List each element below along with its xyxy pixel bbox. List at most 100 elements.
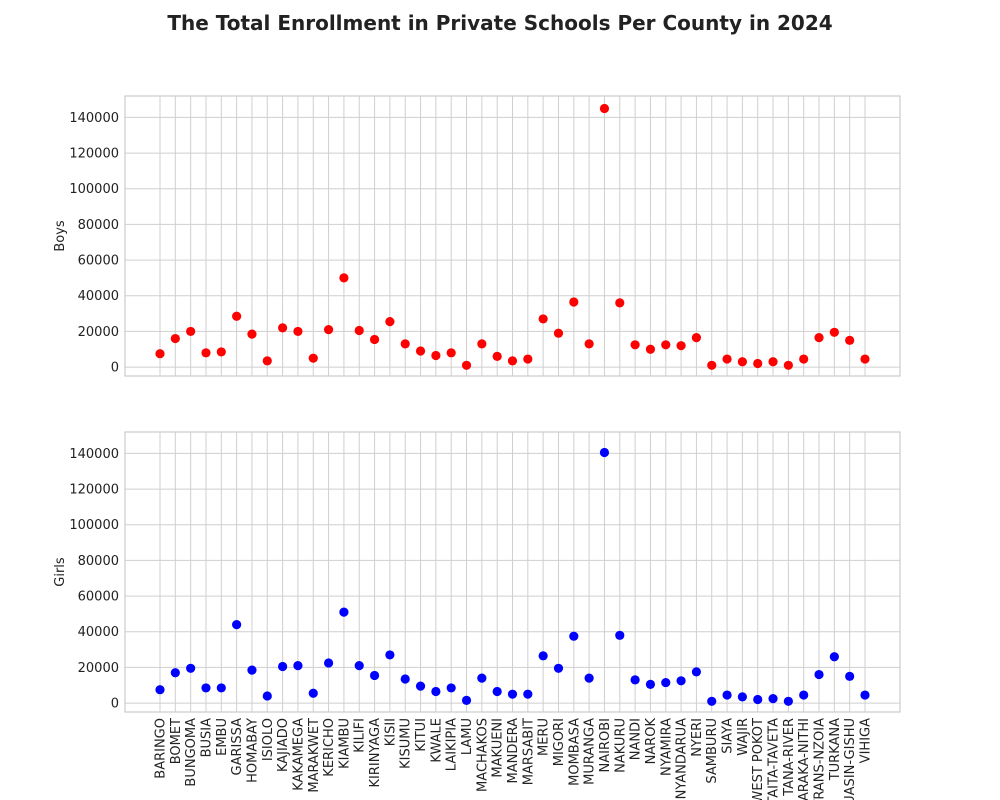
- data-point: [155, 685, 165, 695]
- data-point: [262, 691, 272, 701]
- x-tick-label: TURKANA: [828, 718, 843, 781]
- data-point: [477, 673, 487, 683]
- data-point: [783, 360, 793, 370]
- data-point: [538, 651, 548, 661]
- data-point: [584, 673, 594, 683]
- data-point: [477, 339, 487, 349]
- data-point: [553, 328, 564, 338]
- data-point: [599, 103, 610, 114]
- data-point: [783, 696, 793, 706]
- data-point: [538, 314, 548, 324]
- x-tick-label: UASIN-GISHU: [843, 718, 858, 800]
- x-tick-label: NAROK: [644, 718, 659, 765]
- data-point: [691, 667, 702, 677]
- x-tick-label: LAIKIPIA: [445, 718, 460, 771]
- x-tick-label: KIRINYAGA: [368, 718, 383, 788]
- data-point: [737, 692, 747, 702]
- data-point: [415, 346, 426, 356]
- x-tick-label: WEST POKOT: [751, 718, 766, 800]
- x-tick-label: MIGORI: [552, 718, 567, 766]
- x-tick-label: KAJIADO: [276, 718, 291, 772]
- data-point: [707, 360, 717, 370]
- data-point: [431, 686, 441, 697]
- data-point: [845, 671, 855, 681]
- data-point: [645, 679, 656, 689]
- x-tick-label: NYERI: [690, 718, 705, 757]
- data-point: [645, 344, 656, 354]
- data-point: [737, 357, 747, 367]
- data-point: [523, 354, 533, 364]
- chart-title: The Total Enrollment in Private Schools …: [167, 11, 833, 35]
- y-tick-label: 40000: [78, 625, 119, 640]
- data-point: [400, 339, 410, 349]
- x-tick-label: MURANGA: [583, 718, 598, 785]
- data-point: [569, 297, 579, 307]
- data-point: [676, 341, 686, 351]
- data-point: [599, 447, 610, 458]
- x-tick-label: BARINGO: [154, 718, 169, 779]
- x-tick-label: MANDERA: [506, 718, 521, 784]
- data-point: [385, 650, 395, 660]
- x-tick-label: BUSIA: [199, 718, 214, 758]
- data-point: [232, 311, 242, 321]
- data-point: [170, 668, 180, 678]
- data-point: [201, 348, 211, 358]
- x-tick-label: MOMBASA: [567, 718, 582, 786]
- x-tick-label: EMBU: [215, 718, 230, 756]
- data-point: [369, 670, 380, 681]
- x-tick-label: NYAMIRA: [659, 718, 674, 776]
- data-point: [492, 351, 502, 361]
- x-tick-label: KISUMU: [399, 718, 414, 769]
- data-point: [722, 354, 732, 364]
- x-tick-label: KITUI: [414, 718, 429, 752]
- data-point: [293, 326, 303, 337]
- x-tick-label: HOMABAY: [245, 718, 260, 783]
- x-tick-label: NAKURU: [613, 718, 628, 773]
- axes-frame: [124, 95, 901, 377]
- data-point: [339, 273, 349, 283]
- y-axis-label: Girls: [53, 557, 68, 587]
- data-point: [308, 353, 318, 363]
- y-tick-label: 100000: [69, 518, 119, 533]
- data-point: [369, 334, 380, 345]
- x-tick-label: SIAYA: [721, 718, 736, 754]
- data-point: [446, 348, 456, 358]
- data-point: [247, 665, 257, 675]
- x-tick-label: BUNGOMA: [184, 718, 199, 787]
- data-point: [354, 661, 364, 671]
- x-tick-label: TANA-RIVER: [782, 718, 797, 797]
- y-tick-label: 140000: [69, 447, 119, 462]
- data-point: [461, 360, 472, 370]
- data-point: [615, 630, 625, 640]
- data-point: [354, 325, 364, 336]
- x-tick-label: TRANS-NZOIA: [813, 718, 828, 800]
- data-point: [323, 658, 334, 668]
- x-tick-label: MACHAKOS: [475, 718, 490, 792]
- x-tick-label: KISII: [383, 718, 398, 746]
- axes-frame: [124, 431, 901, 713]
- x-tick-label: THARAKA-NITHI: [797, 718, 812, 800]
- x-tick-label: MARSABIT: [521, 718, 536, 785]
- x-tick-label: MARAKWET: [307, 718, 322, 793]
- data-point: [232, 620, 242, 630]
- y-tick-label: 140000: [69, 111, 119, 126]
- y-tick-label: 120000: [69, 147, 119, 162]
- data-point: [339, 607, 349, 617]
- x-tick-label: KERICHO: [322, 718, 337, 777]
- x-tick-label: KILIFI: [353, 718, 368, 753]
- x-tick-label: NAIROBI: [598, 718, 613, 772]
- x-tick-label: NANDI: [629, 718, 644, 760]
- x-tick-label: MERU: [537, 718, 552, 756]
- data-point: [492, 686, 502, 697]
- data-point: [431, 350, 441, 361]
- subplot-boys: 0 20000 40000 60000 80000 100000 120000 140000 B…: [53, 95, 901, 377]
- data-point: [201, 683, 211, 693]
- data-point: [860, 690, 870, 700]
- data-point: [707, 696, 717, 706]
- data-point: [278, 323, 288, 333]
- data-point: [584, 339, 594, 349]
- x-tick-label: KWALE: [429, 718, 444, 763]
- x-tick-label: TAITA-TAVETA: [767, 718, 782, 800]
- x-tick-label: BOMET: [169, 718, 184, 764]
